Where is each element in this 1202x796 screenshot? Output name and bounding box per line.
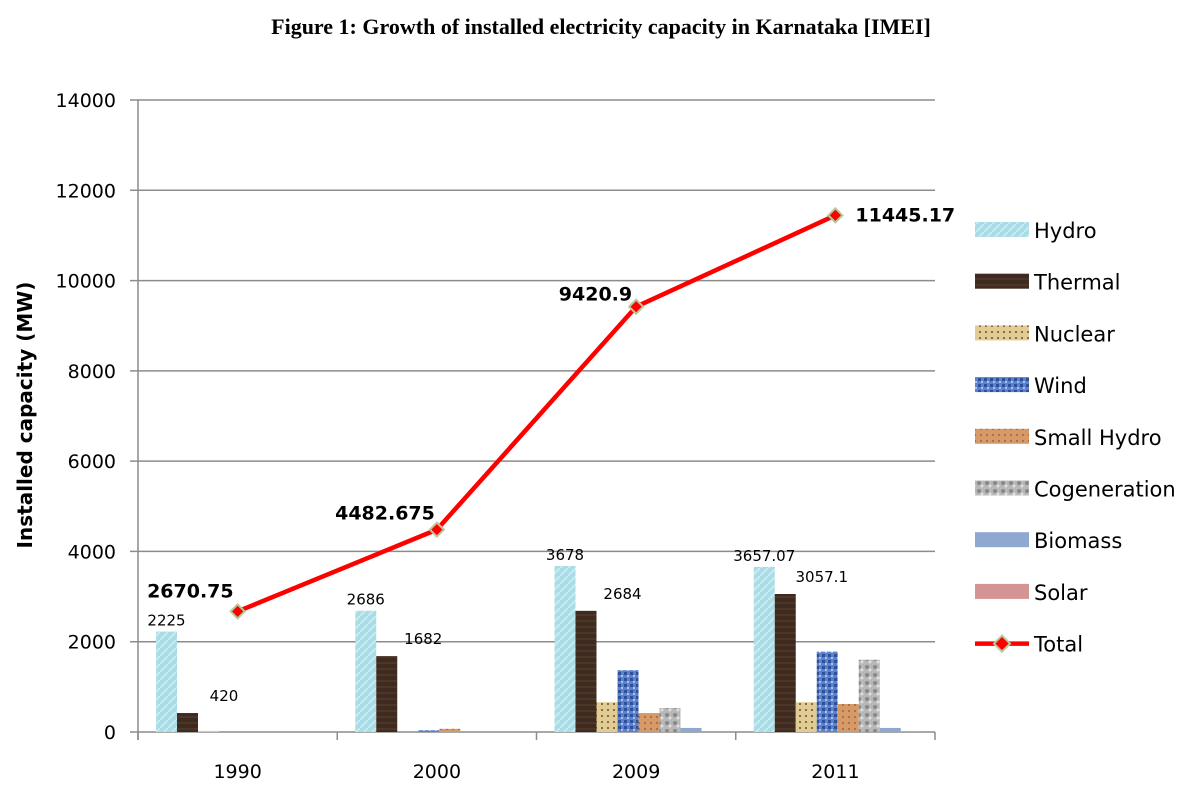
data-label: 3678	[546, 546, 584, 564]
legend-label: Total	[1033, 633, 1083, 657]
data-label: 2684	[603, 585, 641, 603]
legend-swatch	[975, 273, 1029, 289]
bar-hydro	[156, 631, 177, 732]
y-tick-label: 12000	[56, 180, 116, 202]
x-tick-label: 1990	[213, 761, 261, 783]
bar-hydro	[554, 565, 576, 732]
legend-item-total: Total	[975, 633, 1083, 657]
y-tick-label: 2000	[68, 632, 116, 654]
legend: Hydro Thermal Nuclear Wind Small Hydro Cogene…	[975, 219, 1176, 657]
total-label: 11445.17	[855, 204, 955, 226]
y-tick-label: 8000	[68, 361, 116, 383]
bar-small-hydro	[638, 713, 660, 732]
legend-item-nuclear: Nuclear	[975, 322, 1115, 346]
total-marker	[428, 521, 446, 539]
labels-layer: 2225 2686 3678 3657.07 420 1682 2684 3057.1 2670…	[147, 204, 955, 705]
bar-wind	[418, 730, 440, 732]
data-label: 3657.07	[733, 547, 795, 565]
total-marker	[826, 206, 844, 224]
legend-item-thermal: Thermal	[975, 271, 1120, 295]
y-tick-label: 4000	[68, 541, 116, 563]
total-marker	[627, 298, 645, 316]
legend-swatch	[975, 222, 1029, 237]
legend-item-small-hydro: Small Hydro	[975, 426, 1162, 450]
bar-hydro	[355, 610, 377, 732]
bar-nuclear	[795, 702, 817, 732]
y-tick-label: 0	[104, 722, 116, 744]
legend-label: Nuclear	[1034, 322, 1115, 346]
bar-cogeneration	[659, 708, 681, 732]
bar-biomass	[879, 727, 901, 732]
bar-thermal	[376, 656, 398, 732]
legend-label: Thermal	[1033, 271, 1120, 295]
bar-nuclear	[198, 730, 219, 732]
x-tick-label: 2009	[612, 761, 660, 783]
legend-item-biomass: Biomass	[975, 529, 1122, 553]
y-axis-label: Installed capacity (MW)	[13, 282, 37, 549]
legend-item-cogeneration: Cogeneration	[975, 478, 1176, 502]
data-label: 1682	[404, 630, 442, 648]
legend-swatch	[975, 532, 1029, 548]
total-line-layer	[229, 206, 844, 620]
legend-item-wind: Wind	[975, 374, 1087, 398]
total-label: 9420.9	[559, 284, 632, 306]
bar-thermal	[774, 593, 796, 732]
bar-nuclear	[596, 702, 618, 732]
legend-item-hydro: Hydro	[975, 219, 1097, 243]
legend-label: Biomass	[1034, 529, 1122, 553]
bar-cogeneration	[858, 659, 880, 732]
legend-label: Small Hydro	[1034, 426, 1162, 450]
legend-swatch	[975, 377, 1029, 393]
legend-label: Solar	[1034, 581, 1088, 605]
data-label: 2225	[147, 612, 185, 630]
bar-wind	[816, 651, 838, 732]
legend-swatch	[975, 583, 1029, 599]
legend-swatch	[975, 428, 1029, 444]
bar-thermal	[177, 713, 198, 732]
chart-title: Figure 1: Growth of installed electricit…	[271, 14, 931, 39]
y-tick-label: 14000	[56, 90, 116, 112]
total-label: 2670.75	[147, 580, 234, 602]
total-marker	[229, 603, 247, 620]
legend-marker	[992, 634, 1012, 654]
bar-small-hydro	[439, 728, 461, 732]
y-tick-label: 10000	[56, 271, 116, 293]
legend-item-solar: Solar	[975, 581, 1088, 605]
grid-layer: 0 2000 4000 6000 8000 10000 12000 14000 1990 2000…	[56, 90, 936, 783]
bars-layer	[156, 565, 922, 732]
legend-swatch	[975, 480, 1029, 496]
total-line	[236, 213, 837, 614]
legend-swatch	[975, 325, 1029, 341]
data-label: 2686	[347, 591, 385, 609]
data-label: 3057.1	[796, 568, 849, 586]
bar-biomass	[680, 727, 702, 732]
y-tick-label: 6000	[68, 451, 116, 473]
legend-label: Hydro	[1034, 219, 1097, 243]
bar-small-hydro	[837, 704, 859, 732]
bar-wind	[617, 670, 639, 732]
bar-thermal	[575, 610, 597, 732]
legend-label: Wind	[1034, 374, 1087, 398]
legend-label: Cogeneration	[1034, 478, 1176, 502]
x-tick-label: 2011	[811, 761, 859, 783]
x-tick-label: 2000	[413, 761, 461, 783]
data-label: 420	[210, 687, 239, 705]
total-label: 4482.675	[335, 503, 435, 525]
bar-hydro	[753, 566, 775, 732]
